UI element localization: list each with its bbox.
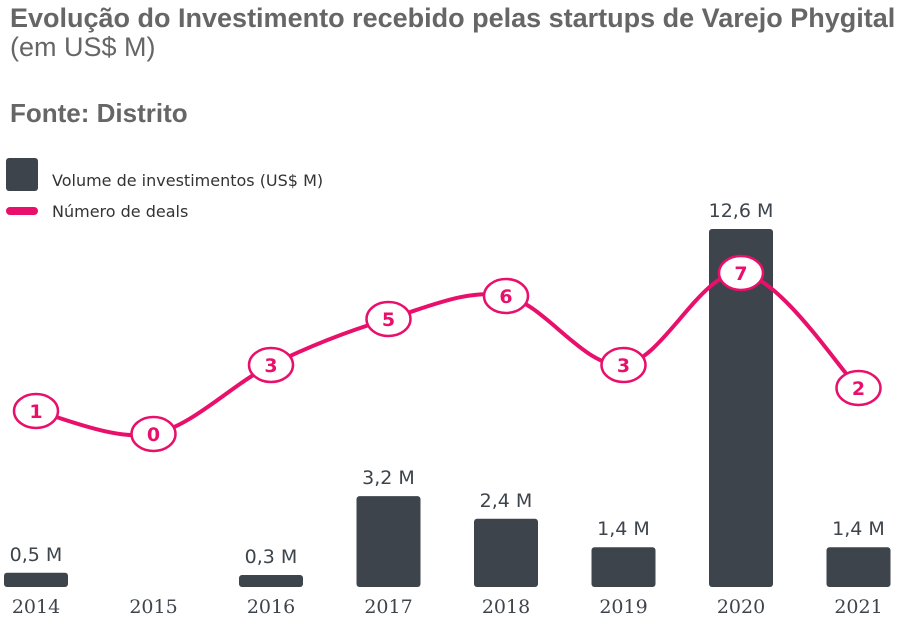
deals-series: 1 0 3 5 6 3 7 2: [12, 254, 882, 453]
bar-label-2019: 1,4 M: [597, 518, 650, 540]
deal-label-2017: 5: [382, 309, 395, 331]
x-tick-2021: 2021: [834, 596, 882, 618]
bar-label-2016: 0,3 M: [245, 546, 298, 568]
bar-label-2021: 1,4 M: [832, 518, 885, 540]
bar-label-2014: 0,5 M: [10, 544, 63, 566]
deal-marker-2019: [600, 346, 647, 384]
title-main: Evolução do Investimento recebido pelas …: [10, 3, 896, 33]
bar-series: 0,5 M 0,3 M 3,2 M 2,4 M 1,4 M 12,6 M 1,4 M: [4, 200, 891, 587]
x-tick-2014: 2014: [12, 596, 60, 618]
deal-marker-2016: [247, 346, 295, 384]
x-tick-2017: 2017: [364, 596, 412, 618]
deal-label-2020: 7: [734, 263, 747, 285]
deal-marker-2020: [717, 254, 765, 292]
deal-marker-2015: [130, 415, 177, 453]
bar-label-2017: 3,2 M: [362, 467, 415, 489]
bar-2017: [356, 496, 421, 587]
deal-label-2016: 3: [264, 355, 277, 377]
deal-label-2015: 0: [147, 424, 160, 446]
bar-2021: [826, 547, 891, 587]
deal-label-2019: 3: [617, 355, 630, 377]
x-tick-2016: 2016: [247, 596, 295, 618]
bar-label-2020: 12,6 M: [709, 200, 774, 222]
bar-2014: [4, 572, 68, 587]
legend-bar-swatch: [6, 158, 38, 191]
bar-2018: [474, 518, 538, 587]
x-tick-2018: 2018: [482, 596, 530, 618]
legend-line-label: Número de deals: [52, 202, 188, 221]
legend-line-swatch: [6, 207, 38, 215]
x-axis: 2014 2015 2016 2017 2018 2019 2020 2021: [12, 596, 883, 618]
deal-marker-2021: [835, 369, 882, 407]
x-tick-2020: 2020: [717, 596, 765, 618]
bar-2019: [591, 547, 656, 587]
legend-bar-label: Volume de investimentos (US$ M): [52, 171, 323, 190]
bar-2020: [709, 229, 773, 587]
deal-marker-2017: [365, 300, 412, 338]
deal-label-2018: 6: [499, 286, 512, 308]
chart-source: Fonte: Distrito: [10, 98, 188, 128]
deal-label-2014: 1: [29, 401, 42, 423]
deal-label-2021: 2: [852, 378, 865, 400]
deal-marker-2014: [12, 392, 60, 430]
legend: Volume de investimentos (US$ M) Número d…: [6, 158, 323, 221]
bar-label-2018: 2,4 M: [480, 490, 533, 512]
chart-title: Evolução do Investimento recebido pelas …: [10, 4, 900, 62]
x-tick-2019: 2019: [599, 596, 647, 618]
bar-2016: [239, 575, 303, 587]
title-unit: (em US$ M): [10, 32, 156, 62]
x-tick-2015: 2015: [129, 596, 177, 618]
deal-marker-2018: [482, 277, 530, 315]
